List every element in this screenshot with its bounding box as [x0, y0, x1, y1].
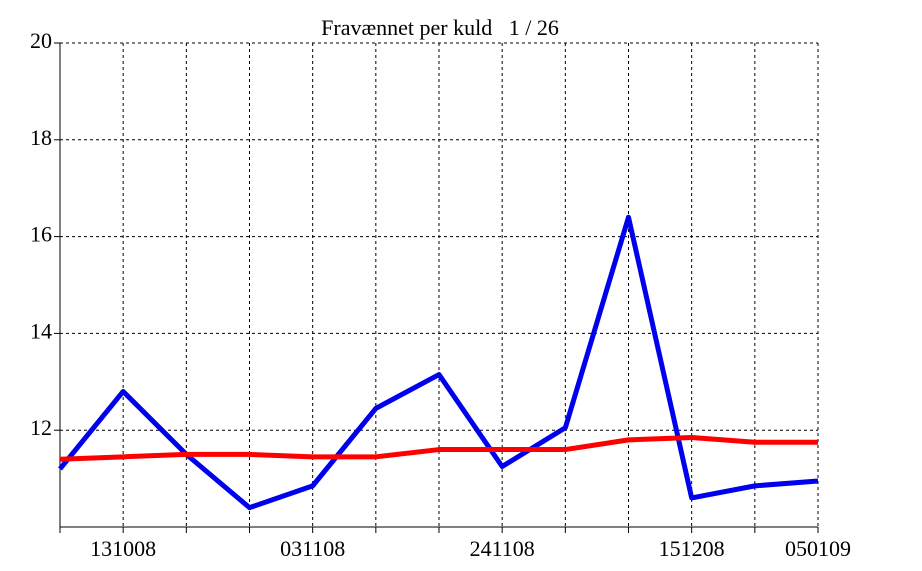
line-series: [59, 434, 818, 462]
y-tick-label: 12: [30, 415, 52, 440]
x-tick-label: 241108: [470, 536, 535, 561]
x-tick-label: 050109: [785, 536, 851, 561]
y-tick-label: 14: [30, 318, 52, 343]
y-tick-label: 16: [30, 222, 52, 247]
x-tick-label: 031108: [280, 536, 345, 561]
y-tick-label: 20: [30, 28, 52, 53]
x-tick-label: 151208: [659, 536, 725, 561]
x-tick-label: 131008: [90, 536, 156, 561]
y-tick-label: 18: [30, 125, 52, 150]
chart-title: Fravænnet per kuld 1 / 26: [321, 15, 559, 40]
